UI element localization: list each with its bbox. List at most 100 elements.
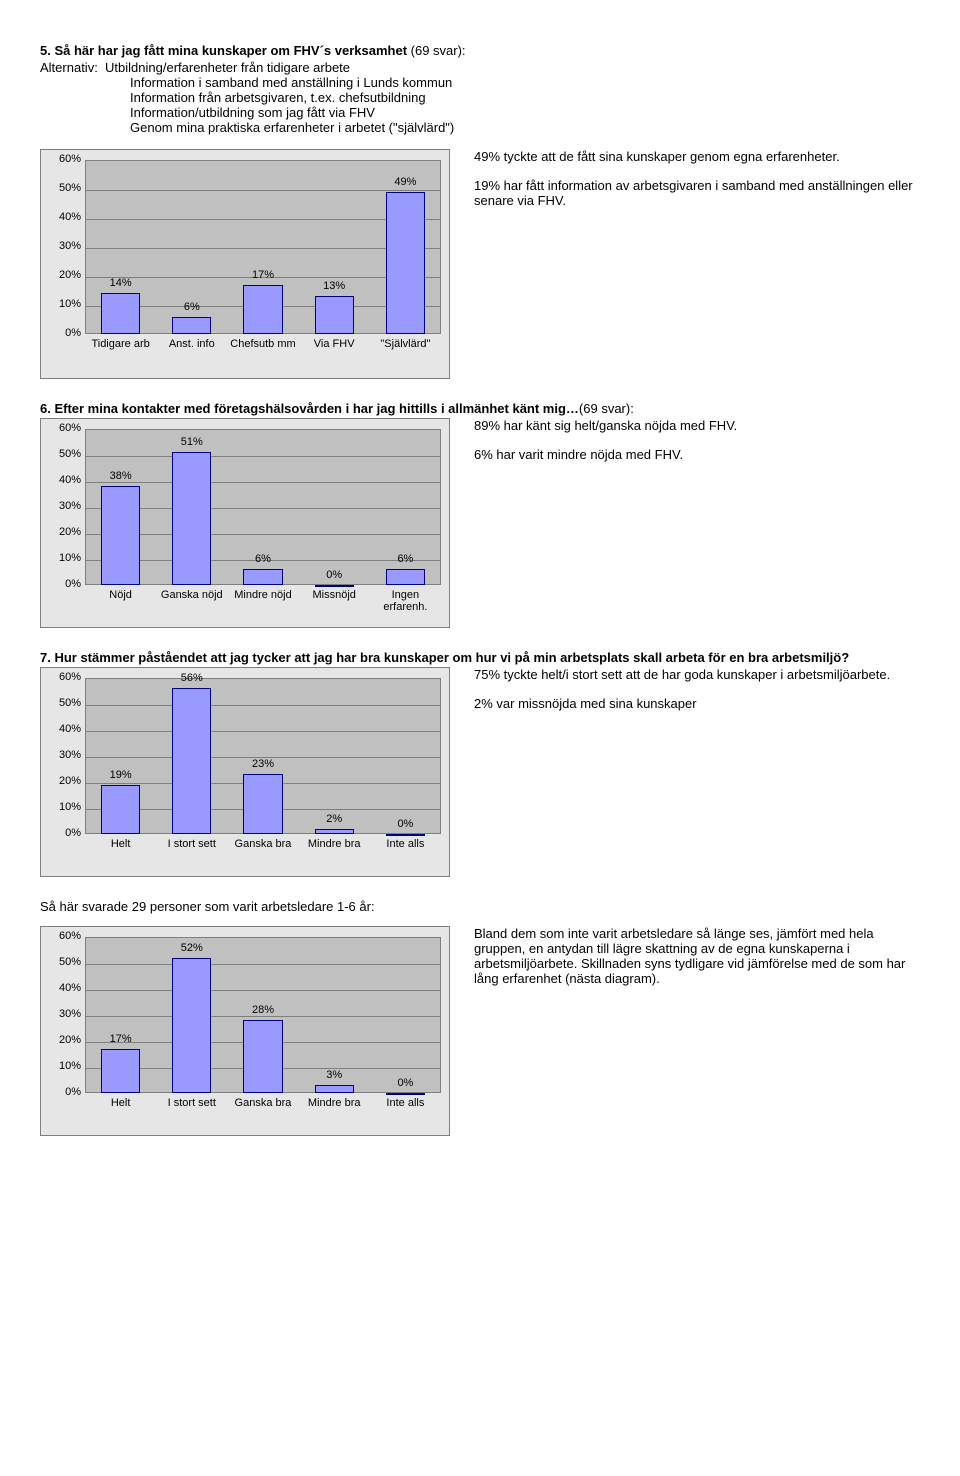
q7-comment2: 2% var missnöjda med sina kun­skaper [474, 696, 920, 711]
bar [101, 785, 140, 834]
x-axis-label: I stort sett [156, 838, 227, 850]
q5-commentary: 49% tyckte att de fått sina kunskaper ge… [450, 149, 920, 222]
q5-title: 5. Så här har jag fått mina kunskaper om… [40, 43, 920, 58]
q7b-row: 0%10%20%30%40%50%60%17%Helt52%I stort se… [40, 926, 920, 1136]
value-label: 23% [237, 758, 288, 770]
bar [101, 293, 140, 334]
y-axis-label: 40% [47, 723, 81, 735]
y-axis-label: 40% [47, 982, 81, 994]
y-axis-label: 10% [47, 298, 81, 310]
q6-title-bold: 6. Efter mina kontakter med företagshäls… [40, 401, 579, 416]
q5-comment2: 19% har fått information av arbets­givar… [474, 178, 920, 208]
x-axis-label: Anst. info [156, 338, 227, 350]
value-label: 0% [380, 1077, 431, 1089]
q7-commentary: 75% tyckte helt/i stort sett att de har … [450, 667, 920, 725]
bar [386, 192, 425, 334]
q5-chart: 0%10%20%30%40%50%60%14%Tidigare arb6%Ans… [40, 149, 450, 379]
alt-line-1: Information i samband med anställning i … [40, 75, 920, 90]
x-axis-label: Chefsutb mm [227, 338, 298, 350]
value-label: 17% [237, 269, 288, 281]
bar [386, 1093, 425, 1095]
y-axis-label: 10% [47, 801, 81, 813]
bar [315, 296, 354, 334]
bar [243, 774, 282, 834]
q5-block: 5. Så här har jag fått mina kunskaper om… [40, 43, 920, 379]
q7-row: 0%10%20%30%40%50%60%19%Helt56%I stort se… [40, 667, 920, 877]
x-axis-label: "Självlärd" [370, 338, 441, 350]
gridline [86, 705, 440, 706]
q7b-comment1: Bland dem som inte varit arbetsledare så… [474, 926, 920, 986]
gridline [86, 990, 440, 991]
q6-block: 6. Efter mina kontakter med företagshäls… [40, 401, 920, 628]
q7-title-bold: 7. Hur stämmer påståendet att jag tycker… [40, 650, 849, 665]
q6-title: 6. Efter mina kontakter med företagshäls… [40, 401, 920, 416]
y-axis-label: 10% [47, 552, 81, 564]
x-axis-label: Via FHV [299, 338, 370, 350]
bar [315, 1085, 354, 1093]
alt-line-2: Information från arbetsgivaren, t.ex. ch… [40, 90, 920, 105]
x-axis-label: Mindre nöjd [227, 589, 298, 601]
y-axis-label: 30% [47, 749, 81, 761]
value-label: 51% [166, 436, 217, 448]
x-axis-label: Inte alls [370, 838, 441, 850]
q6-comment1: 89% har känt sig helt/ganska nöjda med F… [474, 418, 920, 433]
gridline [86, 190, 440, 191]
x-axis-label: Missnöjd [299, 589, 370, 601]
q7-title: 7. Hur stämmer påståendet att jag tycker… [40, 650, 920, 665]
q7b-subhead: Så här svarade 29 personer som varit arb… [40, 899, 920, 914]
q7-chart: 0%10%20%30%40%50%60%19%Helt56%I stort se… [40, 667, 450, 877]
x-axis-label: Helt [85, 838, 156, 850]
q6-row: 0%10%20%30%40%50%60%38%Nöjd51%Ganska nöj… [40, 418, 920, 628]
x-axis-label: Inte alls [370, 1097, 441, 1109]
y-axis-label: 0% [47, 827, 81, 839]
value-label: 52% [166, 942, 217, 954]
x-axis-label: Nöjd [85, 589, 156, 601]
x-axis-label: I stort sett [156, 1097, 227, 1109]
y-axis-label: 50% [47, 448, 81, 460]
q7b-commentary: Bland dem som inte varit arbetsledare så… [450, 926, 920, 1000]
q6-chart: 0%10%20%30%40%50%60%38%Nöjd51%Ganska nöj… [40, 418, 450, 628]
value-label: 0% [380, 818, 431, 830]
q5-title-bold: 5. Så här har jag fått mina kunskaper om… [40, 43, 407, 58]
value-label: 14% [95, 277, 146, 289]
y-axis-label: 40% [47, 211, 81, 223]
value-label: 6% [380, 553, 431, 565]
y-axis-label: 30% [47, 240, 81, 252]
value-label: 56% [166, 672, 217, 684]
bar [386, 569, 425, 585]
bar [243, 285, 282, 334]
y-axis-label: 30% [47, 500, 81, 512]
q5-chart-wrap: 0%10%20%30%40%50%60%14%Tidigare arb6%Ans… [40, 149, 450, 379]
q7-chart-wrap: 0%10%20%30%40%50%60%19%Helt56%I stort se… [40, 667, 450, 877]
gridline [86, 456, 440, 457]
bar [172, 317, 211, 334]
bar [315, 829, 354, 834]
alt-line-4: Genom mina praktiska erfarenheter i arbe… [40, 120, 920, 135]
value-label: 0% [309, 569, 360, 581]
x-axis-label: Ganska nöjd [156, 589, 227, 601]
x-axis-label: Helt [85, 1097, 156, 1109]
value-label: 17% [95, 1033, 146, 1045]
y-axis-label: 30% [47, 1008, 81, 1020]
y-axis-label: 20% [47, 269, 81, 281]
y-axis-label: 0% [47, 327, 81, 339]
q6-commentary: 89% har känt sig helt/ganska nöjda med F… [450, 418, 920, 476]
y-axis-label: 10% [47, 1060, 81, 1072]
q6-comment2: 6% har varit mindre nöjda med FHV. [474, 447, 920, 462]
value-label: 28% [237, 1004, 288, 1016]
bar [172, 958, 211, 1093]
y-axis-label: 60% [47, 422, 81, 434]
y-axis-label: 20% [47, 775, 81, 787]
value-label: 2% [309, 813, 360, 825]
gridline [86, 731, 440, 732]
q7-comment1: 75% tyckte helt/i stort sett att de har … [474, 667, 920, 682]
y-axis-label: 40% [47, 474, 81, 486]
x-axis-label: Tidigare arb [85, 338, 156, 350]
bar [172, 688, 211, 834]
bar [172, 452, 211, 585]
x-axis-label: Ingen erfarenh. [370, 589, 441, 613]
q5-alternatives: Alternativ: Utbildning/erfarenheter från… [40, 60, 920, 135]
alt-line-0: Utbildning/erfarenheter från tidigare ar… [105, 60, 350, 75]
alt-line-3: Information/utbildning som jag fått via … [40, 105, 920, 120]
y-axis-label: 20% [47, 526, 81, 538]
